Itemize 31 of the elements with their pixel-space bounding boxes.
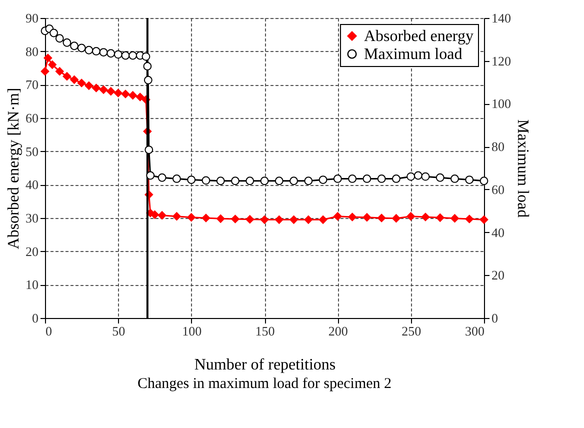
y2-tick-label: 120 — [492, 53, 511, 68]
legend-label: Absorbed energy — [364, 28, 474, 45]
y-tick-label: 60 — [26, 110, 38, 126]
y-tick-label: 90 — [26, 10, 38, 26]
x-tick-label: 300 — [465, 324, 484, 338]
y2-tick-label: 20 — [492, 268, 504, 283]
y2-tick-label: 80 — [492, 139, 504, 154]
y-tick-label: 10 — [26, 277, 38, 292]
legend-label: Maximum load — [364, 46, 462, 63]
x-tick-label: 50 — [112, 324, 126, 338]
y2-tick-label: 0 — [492, 310, 498, 326]
x-tick-label: 250 — [402, 324, 422, 338]
x-tick-label: 200 — [328, 324, 348, 338]
y-tick-label: 20 — [26, 244, 38, 259]
y-tick-label: 70 — [26, 77, 38, 92]
y2-tick-label: 60 — [492, 182, 504, 197]
y2-tick-label: 140 — [492, 10, 511, 26]
x-tick-label: 100 — [182, 324, 202, 338]
x-tick-label: 150 — [255, 324, 275, 338]
y2-axis-title: Maximum load — [514, 119, 531, 218]
y-tick-label: 80 — [26, 44, 38, 59]
y2-tick-label: 100 — [492, 96, 511, 112]
text: Changes in maximum load for specimen 2 — [137, 376, 392, 392]
y-axis-title: Absorbed energy [kN·m] — [6, 88, 22, 250]
y-tick-label: 50 — [26, 144, 38, 159]
y2-tick-label: 40 — [492, 224, 504, 240]
y-tick-label: 0 — [32, 310, 38, 326]
x-axis-title: Number of repetitions — [194, 356, 336, 374]
y-tick-label: 40 — [26, 177, 38, 192]
x-tick-label: 0 — [46, 324, 52, 338]
y-tick-label: 30 — [26, 210, 38, 226]
